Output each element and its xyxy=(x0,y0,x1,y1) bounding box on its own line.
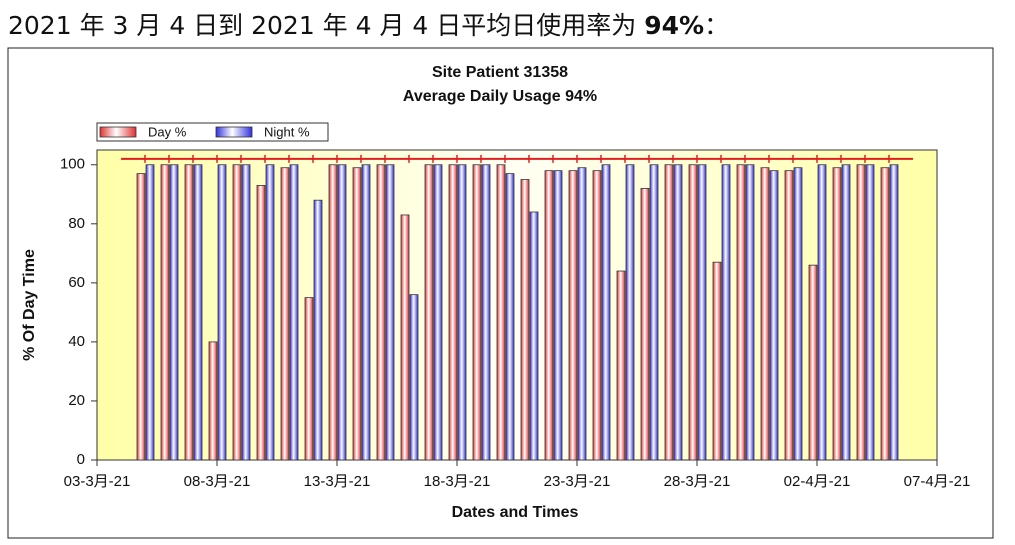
bar xyxy=(409,294,419,461)
x-tick-label: 03-3月-21 xyxy=(64,473,131,490)
y-axis-label: % Of Day Time xyxy=(21,249,38,361)
chart-subtitle: Average Daily Usage 94% xyxy=(403,88,597,105)
heading-colon: ： xyxy=(704,11,730,40)
bar xyxy=(265,164,275,461)
bar xyxy=(649,164,659,461)
bar xyxy=(673,164,683,461)
bar xyxy=(601,164,611,461)
y-tick-label: 40 xyxy=(68,333,85,350)
legend xyxy=(96,122,329,142)
bar xyxy=(385,164,395,461)
bar xyxy=(865,164,875,461)
legend-swatch xyxy=(99,126,137,138)
legend-label: Night % xyxy=(264,124,310,139)
x-tick-label: 23-3月-21 xyxy=(544,473,611,490)
bar xyxy=(688,164,698,461)
bar xyxy=(577,167,587,461)
bar xyxy=(520,179,530,461)
bar xyxy=(424,164,434,461)
bar xyxy=(328,164,338,461)
bar xyxy=(400,214,410,461)
bar xyxy=(376,164,386,461)
bar xyxy=(721,164,731,461)
legend-swatch xyxy=(215,126,253,138)
bar xyxy=(241,164,251,461)
bar xyxy=(145,164,155,461)
bar xyxy=(304,297,314,461)
bar xyxy=(640,187,650,461)
bar xyxy=(616,270,626,461)
x-tick-label: 08-3月-21 xyxy=(184,473,251,490)
bar xyxy=(193,164,203,461)
bar xyxy=(697,164,707,461)
x-tick-label: 28-3月-21 xyxy=(664,473,731,490)
bar xyxy=(736,164,746,461)
bar xyxy=(217,164,227,461)
heading: 2021 年 3 月 4 日到 2021 年 4 月 4 日平均日使用率为 94… xyxy=(8,6,729,42)
legend-label: Day % xyxy=(148,124,187,139)
bar xyxy=(784,170,794,461)
bar xyxy=(184,164,194,461)
bar xyxy=(361,164,371,461)
bar xyxy=(856,164,866,461)
x-tick-label: 02-4月-21 xyxy=(784,473,851,490)
bar xyxy=(352,167,362,461)
bar xyxy=(313,199,323,461)
y-tick-label: 100 xyxy=(60,156,85,173)
bar xyxy=(769,170,779,461)
bar xyxy=(496,164,506,461)
bar xyxy=(841,164,851,461)
chart-title: Site Patient 31358 xyxy=(432,64,568,81)
bar xyxy=(337,164,347,461)
bar xyxy=(232,164,242,461)
bar xyxy=(808,264,818,461)
x-tick-label: 13-3月-21 xyxy=(304,473,371,490)
bar xyxy=(889,164,899,461)
x-axis-label: Dates and Times xyxy=(452,504,579,521)
bar xyxy=(505,173,515,461)
bar xyxy=(529,211,539,461)
bar xyxy=(256,185,266,461)
bar xyxy=(760,167,770,461)
bar xyxy=(448,164,458,461)
bar xyxy=(745,164,755,461)
bar xyxy=(136,173,146,461)
y-tick-label: 20 xyxy=(68,392,85,409)
bar xyxy=(592,170,602,461)
bar xyxy=(568,170,578,461)
bar xyxy=(433,164,443,461)
bar xyxy=(817,164,827,461)
y-tick-label: 80 xyxy=(68,215,85,232)
bar xyxy=(280,167,290,461)
bar xyxy=(472,164,482,461)
bar xyxy=(553,170,563,461)
y-tick-label: 0 xyxy=(77,451,85,468)
bar xyxy=(169,164,179,461)
bar xyxy=(160,164,170,461)
x-tick-label: 07-4月-21 xyxy=(904,473,971,490)
y-tick-label: 60 xyxy=(68,274,85,291)
bar xyxy=(664,164,674,461)
bar xyxy=(208,341,218,461)
bar xyxy=(625,164,635,461)
bar xyxy=(544,170,554,461)
heading-value: 94% xyxy=(644,11,705,40)
bar xyxy=(712,261,722,461)
bar xyxy=(793,167,803,461)
bar xyxy=(880,167,890,461)
x-tick-label: 18-3月-21 xyxy=(424,473,491,490)
bar xyxy=(457,164,467,461)
bar xyxy=(289,164,299,461)
bar xyxy=(481,164,491,461)
bar xyxy=(832,167,842,461)
heading-text: 2021 年 3 月 4 日到 2021 年 4 月 4 日平均日使用率为 xyxy=(8,11,645,40)
